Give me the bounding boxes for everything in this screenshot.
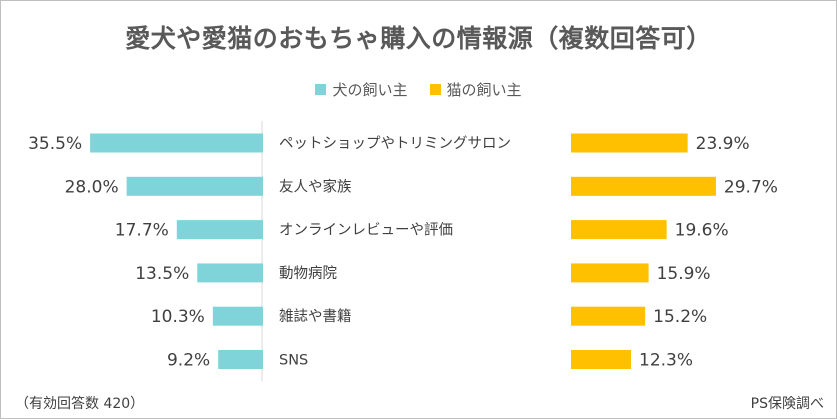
legend-swatch-cat [429,84,441,95]
source-credit: PS保険調べ [750,396,824,412]
chart-legend: 犬の飼い主 猫の飼い主 [1,79,836,100]
dog-value-label-3: 13.5% [135,264,189,284]
category-label-4: 雑誌や書籍 [279,308,352,325]
cat-bar-4 [571,306,646,326]
dog-value-label-4: 10.3% [151,307,205,327]
chart-title: 愛犬や愛猫のおもちゃ購入の情報源（複数回答可） [125,24,712,53]
cat-bar-2 [571,220,667,240]
category-label-3: 動物病院 [279,265,337,282]
dog-value-label-1: 28.0% [65,177,119,197]
cat-bar-1 [571,176,716,196]
legend-label-dog: 犬の飼い主 [332,81,408,99]
dog-value-label-5: 9.2% [167,351,210,371]
dog-bar-4 [212,306,263,326]
cat-value-label-0: 23.9% [696,134,750,154]
category-label-0: ペットショップやトリミングサロン [279,135,511,152]
cat-value-label-1: 29.7% [724,177,778,197]
legend-label-cat: 猫の飼い主 [446,81,522,99]
legend-entry-dog: 犬の飼い主 [315,79,408,100]
category-label-2: オンラインレビューや評価 [279,222,453,239]
category-label-5: SNS [279,353,308,369]
cat-bar-3 [571,263,649,283]
cat-value-label-4: 15.2% [653,307,707,327]
dog-bar-5 [218,350,263,369]
cat-value-label-5: 12.3% [639,351,693,371]
dog-value-label-0: 35.5% [28,134,82,154]
dog-value-label-2: 17.7% [115,221,169,241]
dog-bar-3 [197,263,263,283]
cat-value-label-3: 15.9% [657,264,711,284]
category-label-1: 友人や家族 [279,178,352,195]
dog-bar-1 [126,176,263,196]
cat-bar-5 [571,350,632,369]
dog-bar-0 [90,133,264,153]
dog-bar-2 [176,220,263,240]
cat-value-label-2: 19.6% [675,221,729,241]
sample-size-note: （有効回答数 420） [15,396,145,412]
legend-entry-cat: 猫の飼い主 [429,79,522,100]
legend-swatch-dog [315,84,327,95]
cat-bar-0 [571,133,688,153]
